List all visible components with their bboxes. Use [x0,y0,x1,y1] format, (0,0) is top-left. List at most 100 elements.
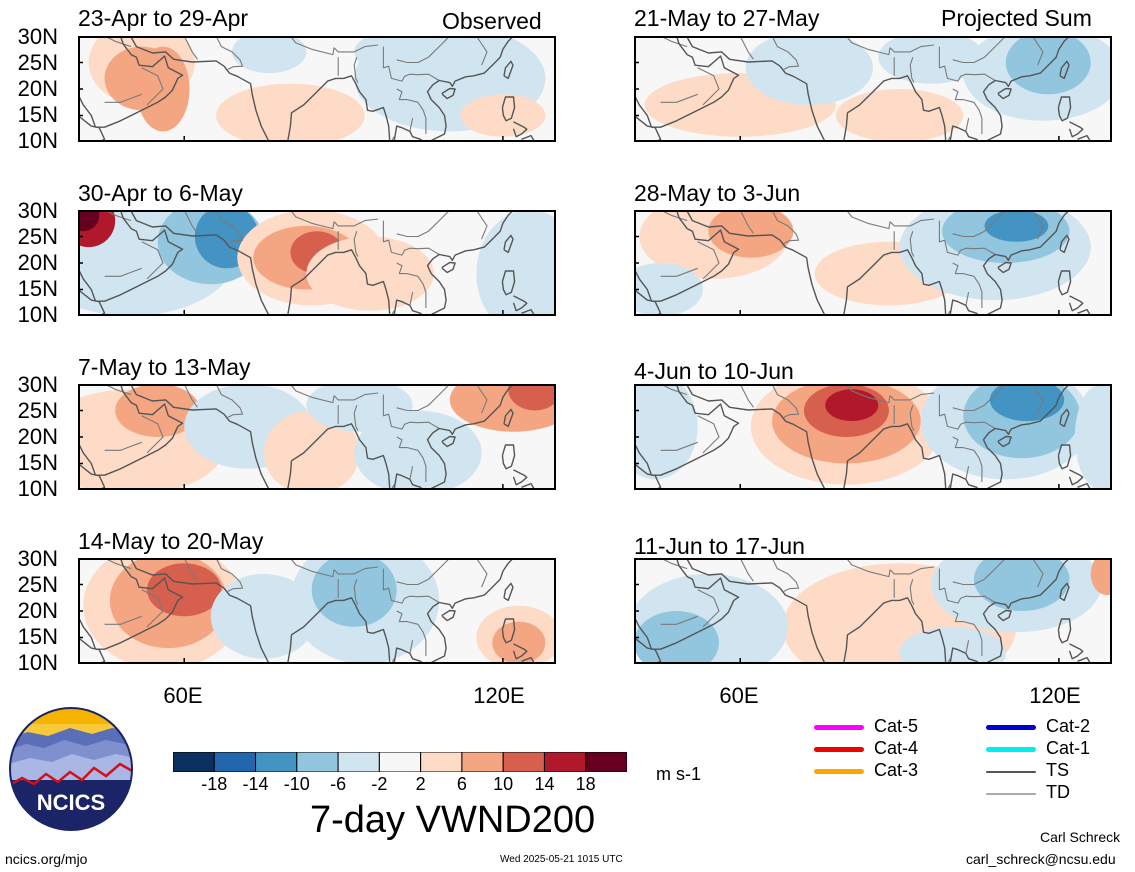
coastline [779,587,826,664]
coastline [120,210,225,241]
coastline [949,125,980,142]
footer-url[interactable]: ncics.org/mjo [5,851,88,867]
land-border [183,210,198,234]
storm-legend-line [986,747,1036,752]
coastline [1068,295,1084,312]
colorbar-swatch [213,752,257,772]
field-contour [973,558,1070,611]
observed-heading: Observed [442,8,542,34]
land-border [965,292,970,306]
land-border [409,640,414,654]
coastline [1059,60,1070,80]
coastline [634,636,662,664]
colorbar-tick-label: 2 [415,774,426,794]
land-border [771,384,800,418]
field-contour [634,263,704,316]
footer-email[interactable]: carl_schreck@ncsu.edu [966,851,1116,867]
ncics-logo: NCICS [9,707,133,831]
land-border [289,210,335,230]
coastline [512,121,528,138]
field-contour [508,384,556,411]
coastline [1068,121,1084,138]
land-border [660,615,698,625]
land-border [889,392,935,401]
coastline [634,114,662,142]
land-border [952,88,983,134]
logo-text: NCICS [37,790,105,815]
panel-title-observed-4: 14-May to 20-May [78,528,264,554]
coastline [997,261,1012,274]
land-border [289,558,335,578]
coastline [1077,482,1092,490]
field-contour [78,210,100,232]
lat-label: 20N [17,76,58,101]
lon-label-60e-left: 60E [163,683,203,708]
coastline [501,444,516,470]
colorbar-tick-label: -14 [242,774,269,794]
coastline [441,87,456,100]
coastline [830,423,947,490]
storm-legend: Cat-5 Cat-4 Cat-3 Cat-2 Cat-1 TS TD [812,716,1132,816]
land-border [104,93,142,103]
field-contour [708,210,794,258]
land-border [409,292,414,306]
coastline [949,647,980,664]
coastline [1059,408,1070,428]
coastline [503,234,514,254]
coastline [634,573,653,650]
coastline [779,413,826,490]
land-border [889,44,935,53]
land-border [938,394,996,430]
projected-heading: Projected Sum [941,5,1092,31]
panel-title-observed-1: 23-Apr to 29-Apr [78,5,249,31]
lat-label: 10N [17,650,58,675]
storm-legend-line [986,771,1036,773]
field-contour [306,236,434,311]
panel-title-projected-2: 28-May to 3-Jun [634,180,801,206]
land-border [889,218,935,227]
land-border [396,210,451,238]
coastline [223,413,270,490]
land-border [952,210,1007,238]
land-border [845,558,891,578]
land-border [739,36,754,60]
land-border [771,36,800,70]
map-projected-4 [634,558,1112,664]
coastline [676,36,781,67]
land-border [739,210,754,234]
coastline [997,609,1012,622]
field-contour [476,210,556,316]
colorbar-tick-label: -18 [201,774,228,794]
coastline [651,384,740,476]
colorbar-swatch [502,752,545,772]
coastline [426,36,514,142]
coastline [676,384,781,415]
coastline [521,134,536,142]
map-observed-4 [78,558,556,664]
land-border [333,566,379,575]
coastline [393,647,424,664]
coastline [779,239,826,316]
colorbar-swatch [173,752,215,772]
coastline [95,558,184,650]
lon-label-120e-left: 120E [473,683,525,708]
field-contour [263,410,360,490]
land-border [660,93,698,103]
field-contour [634,384,698,480]
land-border [409,466,414,480]
storm-legend-label: Cat-1 [1046,738,1091,758]
coastline [634,225,653,302]
lon-label-60e-right: 60E [719,683,759,708]
land-border [183,558,198,582]
coastline [503,408,514,428]
lat-label: 30N [17,24,58,49]
land-border [141,241,164,280]
land-border [909,405,915,431]
coastline [78,462,106,490]
lat-label: 15N [17,624,58,649]
coastline [223,239,270,316]
land-border [697,67,720,106]
coastline [830,597,947,664]
coastline [426,384,514,490]
field-contour [210,573,317,659]
